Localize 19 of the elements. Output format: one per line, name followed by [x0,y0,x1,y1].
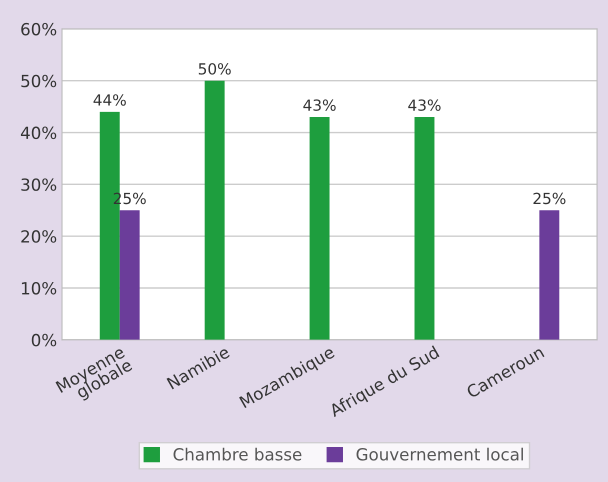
text: 25% [533,192,566,204]
y-tick-label: 50% [21,74,56,88]
bar [539,210,560,340]
y-tick-label: 60% [21,22,56,36]
bar [120,210,140,340]
text: 44% [94,94,126,106]
legend-label: Chambre basse [174,448,302,461]
y-tick-label: 20% [21,230,56,243]
y-tick-label: 0% [32,334,56,346]
bar [310,117,330,340]
y-tick-label: 40% [20,126,56,140]
y-tick-label: 30% [21,178,56,191]
bar [204,80,225,340]
text: 43% [303,99,336,111]
y-tick-label: 10% [22,282,56,295]
bar [414,117,434,340]
text: 50% [198,63,231,75]
text: 43% [408,99,441,111]
legend-label: Gouvernement local [356,448,523,461]
